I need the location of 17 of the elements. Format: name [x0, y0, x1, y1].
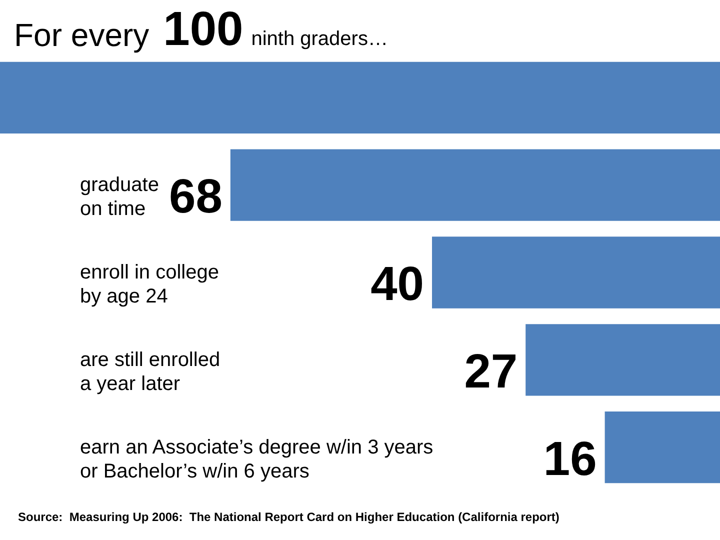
bar	[526, 324, 720, 396]
data-label: 100	[163, 2, 244, 56]
source-note: Source: Measuring Up 2006: The National Report Card on Higher Education (California report)	[18, 510, 560, 524]
chart-title: For every	[14, 16, 150, 53]
data-label: 68	[169, 170, 222, 224]
bar	[0, 62, 720, 134]
y-tick-label: enroll in college by age 24	[80, 262, 219, 308]
chart-subtitle: ninth graders…	[251, 28, 388, 50]
data-label: 27	[464, 345, 518, 398]
y-tick-label: are still enrolled a year later	[80, 348, 220, 395]
bar	[432, 236, 720, 308]
bar	[604, 411, 720, 484]
y-tick-label: earn an Associate’s degree w/in 3 years or Bachelor’s w/in 6 years	[80, 436, 434, 482]
y-tick-label: graduate on time	[80, 174, 159, 220]
bar	[230, 149, 720, 221]
data-label: 40	[370, 258, 424, 311]
data-label: 16	[543, 432, 597, 486]
